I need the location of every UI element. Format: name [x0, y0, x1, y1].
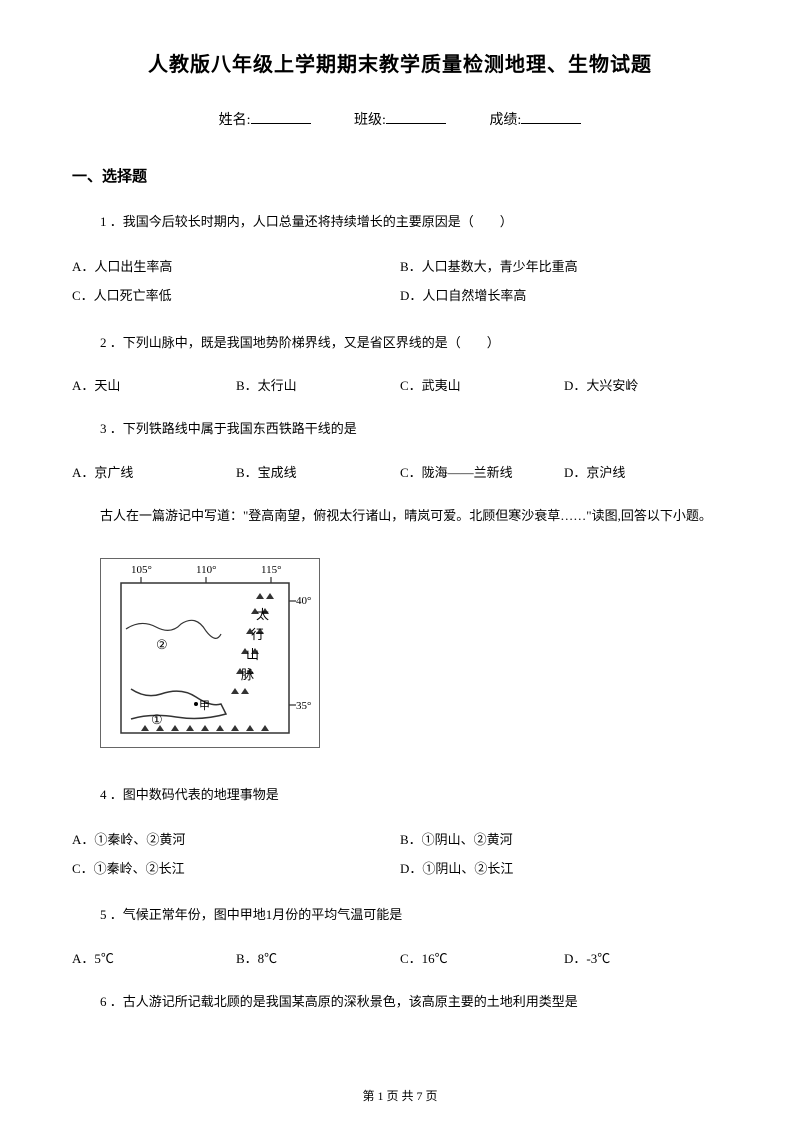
page-footer: 第 1 页 共 7 页: [0, 1087, 800, 1104]
question-2: 2 ．下列山脉中，既是我国地势阶梯界线，又是省区界线的是（ ）: [72, 331, 728, 354]
map-label-jia: 甲: [199, 700, 210, 712]
name-label: 姓名:: [219, 113, 251, 128]
student-info-line: 姓名: 班级: 成绩:: [72, 109, 728, 129]
q4-option-a: A．①秦岭、②黄河: [72, 826, 400, 855]
map-figure: 105° 110° 115° 40° 35° ② ① 甲: [100, 558, 728, 753]
question-2-options: A．天山 B．太行山 C．武夷山 D．大兴安岭: [72, 374, 728, 397]
q2-option-a: A．天山: [72, 374, 236, 397]
score-label: 成绩:: [489, 113, 521, 128]
q4-option-d: D．①阴山、②长江: [400, 855, 728, 884]
question-3: 3 ．下列铁路线中属于我国东西铁路干线的是: [72, 417, 728, 440]
passage-1: 古人在一篇游记中写道："登高南望，俯视太行诸山，晴岚可爱。北顾但寒沙衰草……"读…: [72, 504, 728, 527]
q5-option-d: D．-3℃: [564, 947, 728, 970]
score-blank[interactable]: [521, 123, 581, 124]
q3-option-d: D．京沪线: [564, 461, 728, 484]
name-blank[interactable]: [251, 123, 311, 124]
map-lon-105: 105°: [131, 564, 152, 576]
bottom-mountains-icon: [141, 725, 269, 731]
question-1: 1 ．我国今后较长时期内，人口总量还将持续增长的主要原因是（ ）: [72, 210, 728, 233]
map-lat-40: 40°: [296, 595, 311, 607]
exam-title: 人教版八年级上学期期末教学质量检测地理、生物试题: [72, 48, 728, 77]
question-4-options: A．①秦岭、②黄河 B．①阴山、②黄河 C．①秦岭、②长江 D．①阴山、②长江: [72, 826, 728, 883]
q4-option-c: C．①秦岭、②长江: [72, 855, 400, 884]
q2-option-c: C．武夷山: [400, 374, 564, 397]
q4-option-b: B．①阴山、②黄河: [400, 826, 728, 855]
question-5: 5 ．气候正常年份，图中甲地1月份的平均气温可能是: [72, 903, 728, 926]
q2-option-d: D．大兴安岭: [564, 374, 728, 397]
question-1-options: A．人口出生率高 B．人口基数大，青少年比重高 C．人口死亡率低 D．人口自然增…: [72, 253, 728, 310]
question-4: 4 ．图中数码代表的地理事物是: [72, 783, 728, 806]
class-blank[interactable]: [386, 123, 446, 124]
question-5-options: A．5℃ B．8℃ C．16℃ D．-3℃: [72, 947, 728, 970]
map-svg: 105° 110° 115° 40° 35° ② ① 甲: [100, 558, 320, 748]
q3-option-c: C．陇海——兰新线: [400, 461, 564, 484]
q1-option-d: D．人口自然增长率高: [400, 282, 728, 311]
map-marker-1: ①: [151, 712, 163, 727]
q2-option-b: B．太行山: [236, 374, 400, 397]
q3-option-b: B．宝成线: [236, 461, 400, 484]
map-lat-35: 35°: [296, 700, 311, 712]
q3-option-a: A．京广线: [72, 461, 236, 484]
question-3-options: A．京广线 B．宝成线 C．陇海——兰新线 D．京沪线: [72, 461, 728, 484]
q1-option-c: C．人口死亡率低: [72, 282, 400, 311]
map-taihang-3: 山: [246, 647, 259, 662]
section-1-header: 一、选择题: [72, 165, 728, 186]
map-lon-115: 115°: [261, 564, 282, 576]
map-lon-110: 110°: [196, 564, 217, 576]
map-marker-2: ②: [156, 637, 168, 652]
q1-option-b: B．人口基数大，青少年比重高: [400, 253, 728, 282]
question-6: 6 ．古人游记所记载北顾的是我国某高原的深秋景色，该高原主要的土地利用类型是: [72, 990, 728, 1013]
q1-option-a: A．人口出生率高: [72, 253, 400, 282]
class-label: 班级:: [354, 113, 386, 128]
map-taihang-2: 行: [251, 627, 264, 642]
map-taihang-1: 太: [256, 607, 269, 622]
q5-option-b: B．8℃: [236, 947, 400, 970]
q5-option-c: C．16℃: [400, 947, 564, 970]
map-taihang-4: 脉: [241, 667, 254, 682]
q5-option-a: A．5℃: [72, 947, 236, 970]
